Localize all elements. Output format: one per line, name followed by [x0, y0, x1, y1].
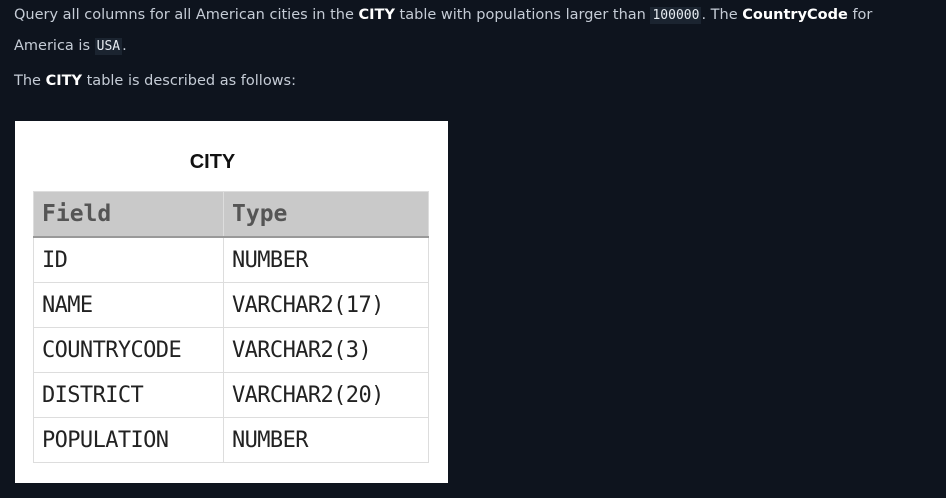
type-cell: NUMBER — [223, 417, 429, 463]
field-cell: DISTRICT — [33, 372, 224, 418]
code-population-threshold: 100000 — [650, 7, 702, 24]
header-field: Field — [33, 191, 224, 238]
type-cell: VARCHAR2(3) — [223, 327, 429, 373]
text-segment: . — [122, 38, 127, 54]
type-cell: VARCHAR2(17) — [223, 282, 429, 328]
keyword-countrycode: CountryCode — [742, 7, 848, 23]
text-segment: for America is — [14, 7, 873, 54]
text-segment: Query all columns for all American citie… — [14, 7, 359, 23]
table-row: NAME VARCHAR2(17) — [33, 282, 429, 328]
table-row: POPULATION NUMBER — [33, 417, 429, 463]
field-cell: POPULATION — [33, 417, 224, 463]
table-header-row: Field Type — [33, 191, 429, 238]
code-usa: USA — [94, 38, 123, 55]
text-segment: The — [14, 73, 46, 89]
field-cell: ID — [33, 236, 224, 283]
table-row: DISTRICT VARCHAR2(20) — [33, 372, 429, 418]
city-schema-table: Field Type ID NUMBER NAME VARCHAR2(17) C… — [33, 191, 429, 463]
type-cell: VARCHAR2(20) — [223, 372, 429, 418]
table-title: CITY — [189, 151, 236, 173]
problem-statement: Query all columns for all American citie… — [14, 0, 934, 97]
city-table-image: CITY Field Type ID NUMBER NAME VARCHAR2(… — [15, 121, 448, 483]
keyword-city: CITY — [358, 7, 395, 23]
table-row: ID NUMBER — [33, 236, 429, 283]
header-type: Type — [223, 191, 429, 238]
text-segment: table with populations larger than — [394, 7, 651, 23]
field-cell: COUNTRYCODE — [33, 327, 224, 373]
text-segment: table is described as follows: — [82, 73, 296, 89]
keyword-city: CITY — [45, 73, 83, 89]
text-segment: . The — [701, 7, 743, 23]
field-cell: NAME — [33, 282, 224, 328]
table-row: COUNTRYCODE VARCHAR2(3) — [33, 327, 429, 373]
problem-paragraph-description: The CITY table is described as follows: — [14, 66, 934, 97]
type-cell: NUMBER — [223, 236, 429, 283]
problem-paragraph-query: Query all columns for all American citie… — [14, 0, 934, 62]
